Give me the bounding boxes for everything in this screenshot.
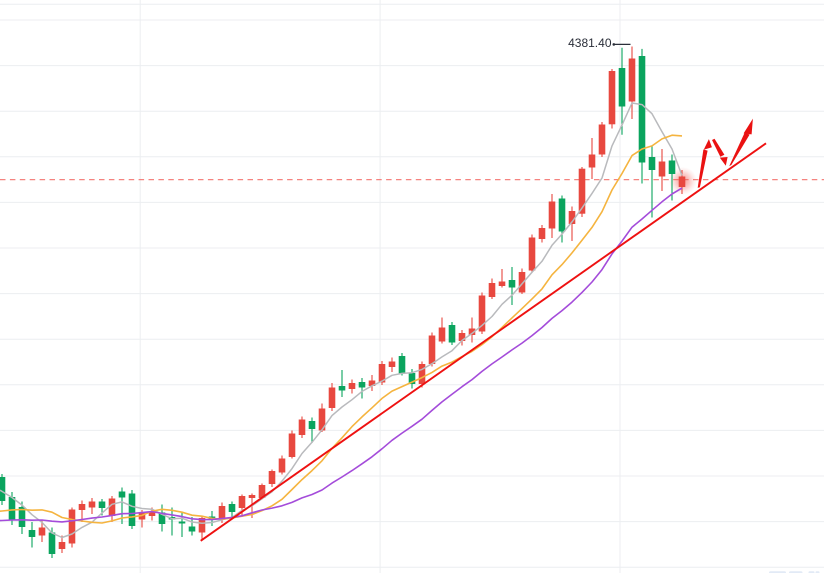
svg-text:4381.40: 4381.40 xyxy=(568,36,612,50)
